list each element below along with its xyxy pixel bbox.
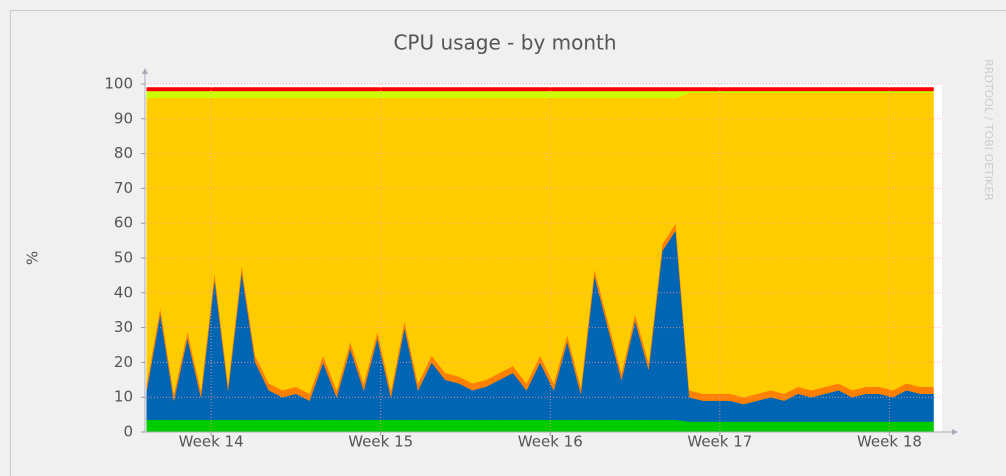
y-axis-arrow — [142, 68, 148, 74]
x-tick-label: Week 15 — [348, 433, 413, 451]
y-tick-label: 100 — [104, 75, 133, 93]
grid — [141, 68, 958, 436]
areas — [146, 87, 934, 433]
x-tick-label: Week 18 — [857, 433, 922, 451]
y-tick-label: 0 — [123, 423, 133, 441]
x-tick-label: Week 16 — [518, 433, 583, 451]
y-tick-label: 20 — [114, 353, 133, 371]
chart-title: CPU usage - by month — [393, 31, 616, 55]
y-tick-label: 90 — [114, 109, 133, 127]
area — [146, 92, 934, 398]
y-tick-label: 70 — [114, 179, 133, 197]
x-tick-label: Week 17 — [687, 433, 752, 451]
area — [146, 87, 934, 92]
y-tick-label: 50 — [114, 249, 133, 267]
y-tick-label: 40 — [114, 283, 133, 301]
y-tick-label: 60 — [114, 214, 133, 232]
side-label: RRDTOOL / TOBI OETIKER — [982, 59, 995, 201]
y-axis-label: % — [24, 251, 42, 265]
frame — [10, 10, 1006, 476]
y-tick-label: 80 — [114, 144, 133, 162]
y-tick-label: 30 — [114, 318, 133, 336]
x-tick-label: Week 14 — [179, 433, 244, 451]
x-axis-arrow — [952, 429, 958, 435]
y-tick-label: 10 — [114, 388, 133, 406]
